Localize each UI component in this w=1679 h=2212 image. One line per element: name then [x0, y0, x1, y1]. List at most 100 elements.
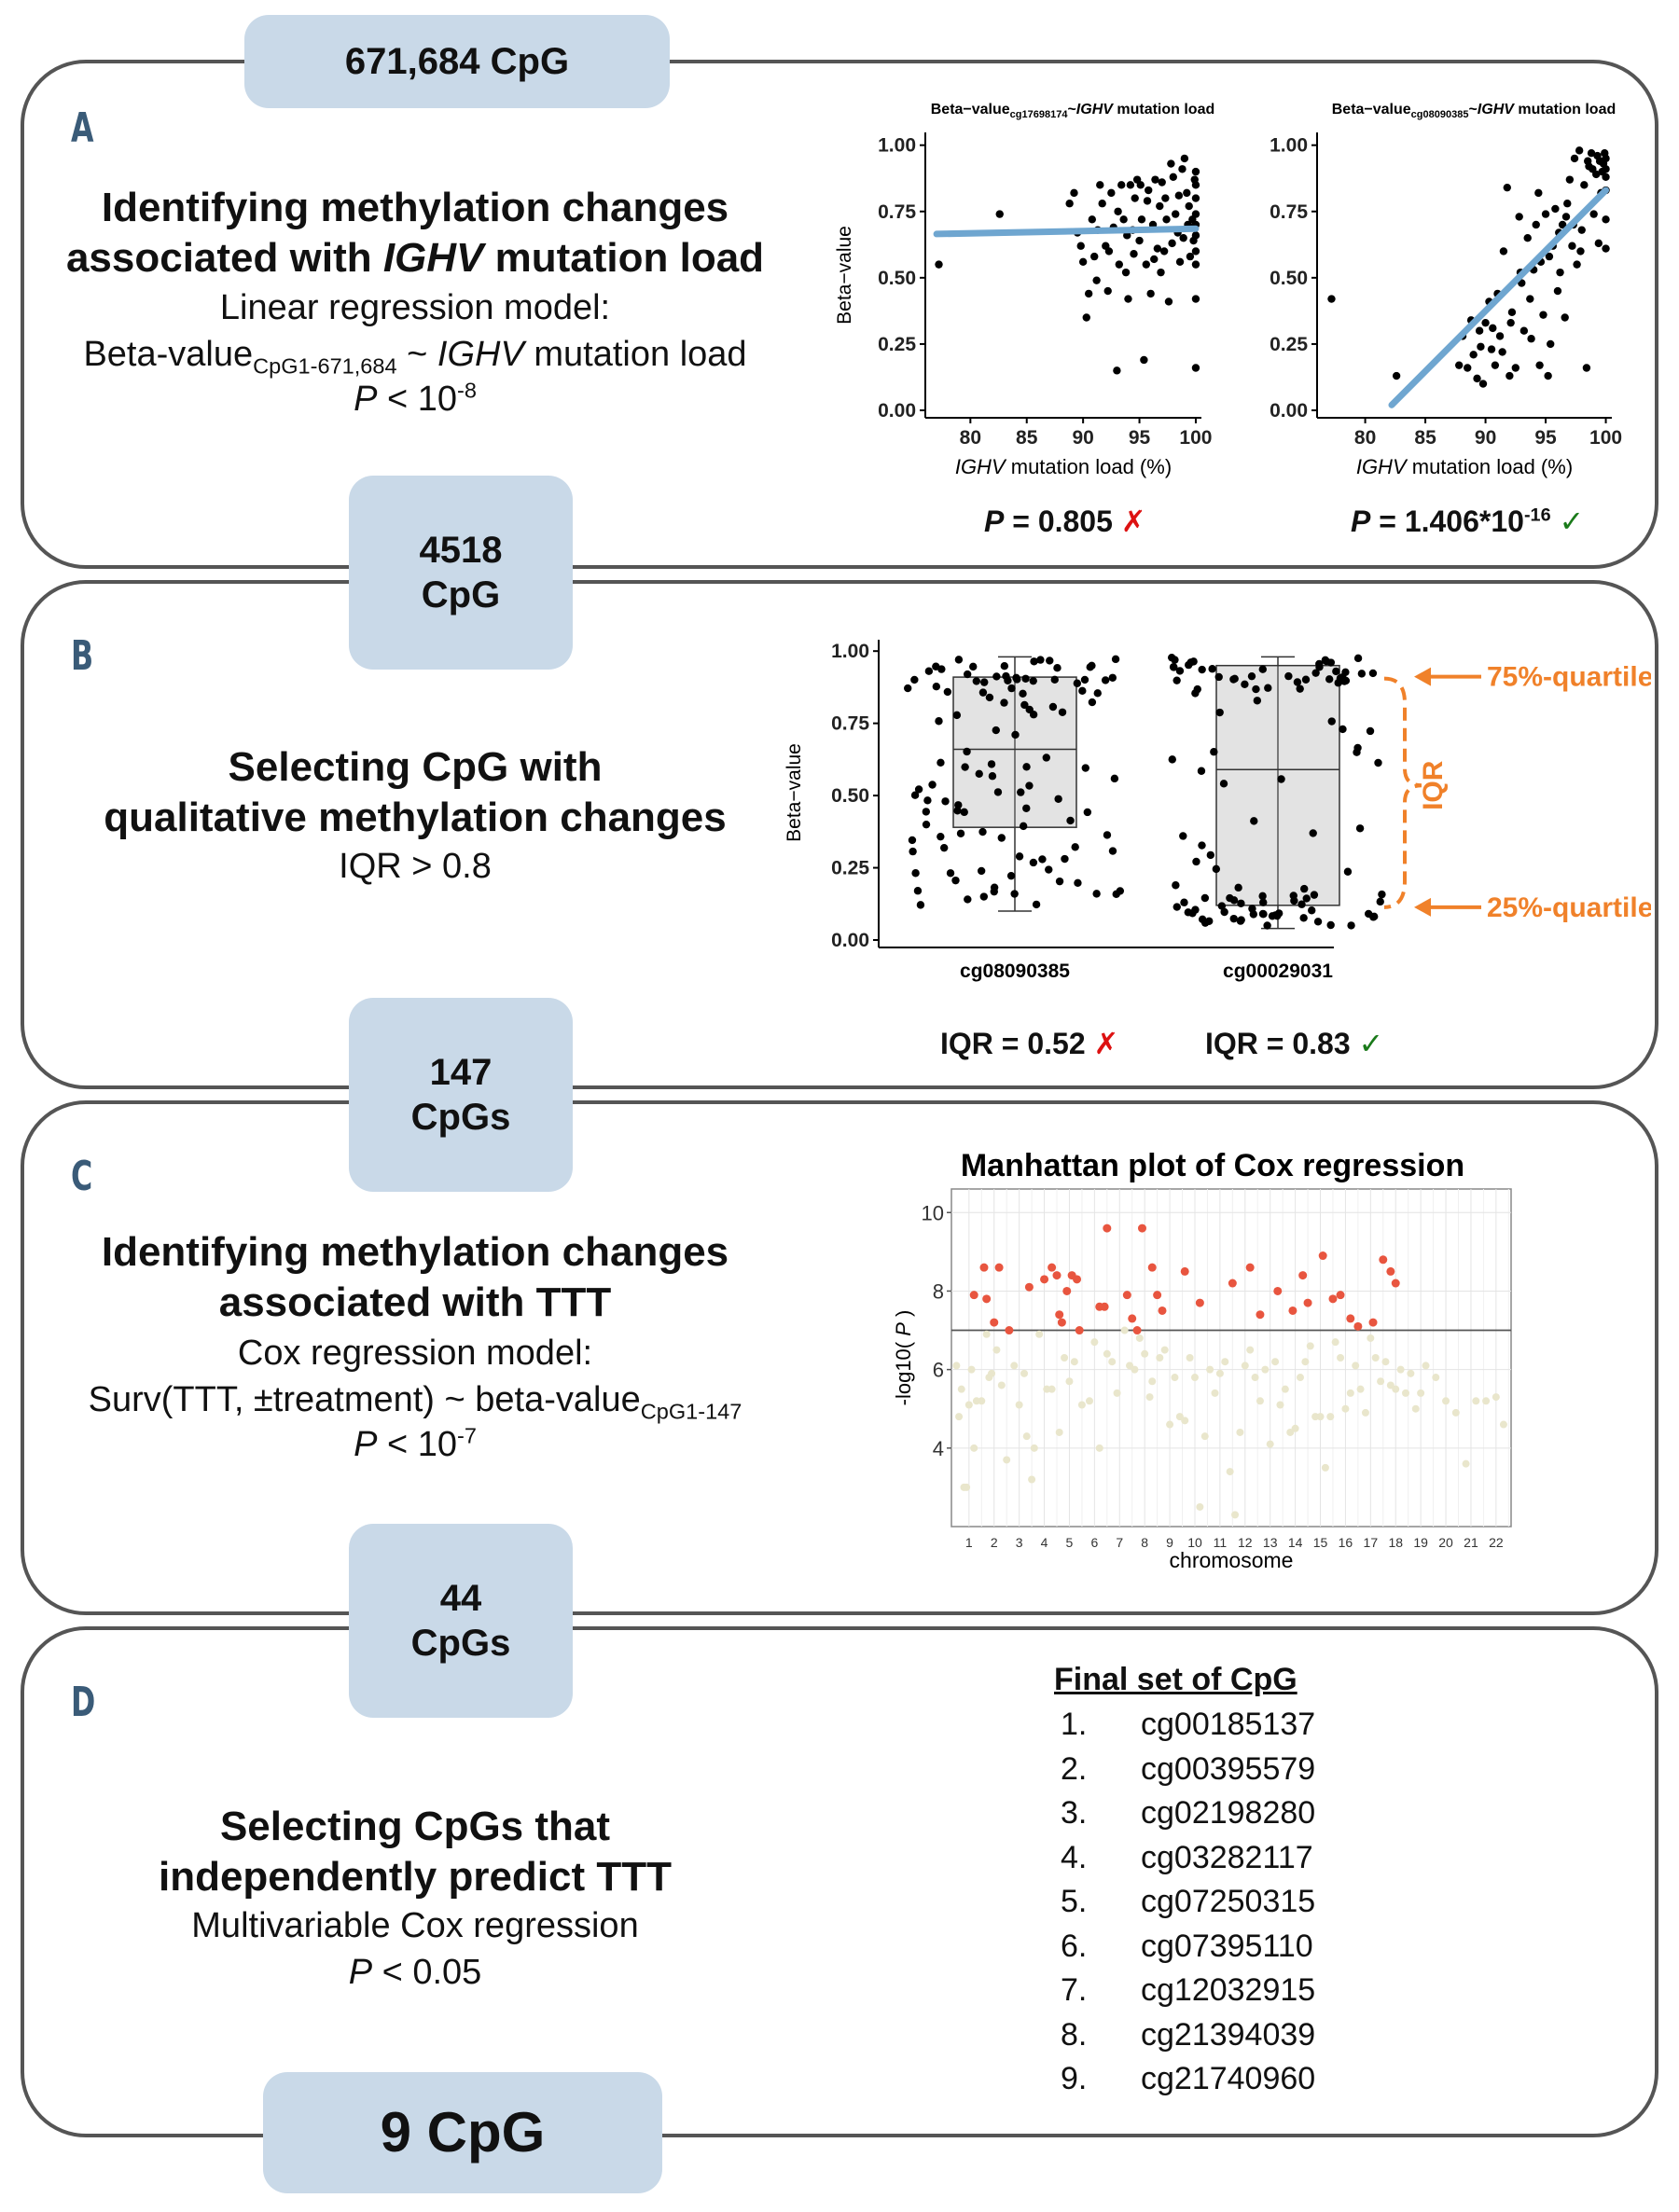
panel-d — [21, 1626, 1658, 2137]
list-item: 7. cg12032915 — [1061, 1969, 1315, 2013]
x-tick-label: 22 — [1489, 1535, 1504, 1550]
check-icon: ✓ — [1358, 1027, 1384, 1060]
title-end: mutation load — [1113, 102, 1214, 118]
cross-icon: ✗ — [1120, 505, 1146, 538]
data-point — [928, 781, 937, 789]
data-point — [1519, 326, 1529, 335]
threshold-text: < 10 — [377, 379, 457, 419]
final-cpg-list: 1. cg00185137 2. cg00395579 3. cg02198280 4. cg… — [1061, 1703, 1315, 2102]
data-point — [922, 820, 931, 829]
iqr-label: IQR — [1418, 760, 1449, 810]
data-point — [992, 726, 1000, 735]
title-line-2: qualitative methylation changes — [104, 794, 727, 840]
panel-b-title: Selecting CpG with qualitative methylati… — [28, 742, 802, 842]
data-point — [1539, 311, 1547, 319]
x-tick-label: 14 — [1288, 1535, 1303, 1550]
nonsignificant-point — [1321, 1463, 1329, 1472]
data-point — [1339, 672, 1347, 682]
data-point — [1315, 659, 1324, 669]
data-point — [1021, 674, 1030, 683]
data-point — [1121, 268, 1131, 277]
nonsignificant-point — [1392, 1385, 1400, 1393]
data-point — [1140, 355, 1148, 365]
data-point — [1284, 671, 1293, 681]
y-label-end: ) — [892, 1310, 915, 1322]
data-point — [1082, 313, 1090, 322]
title-tilde: ~ — [1468, 102, 1477, 118]
significant-point — [1137, 1224, 1146, 1233]
data-point — [1186, 658, 1195, 667]
data-point — [1593, 151, 1602, 160]
data-point — [1498, 348, 1506, 356]
significant-point — [1055, 1310, 1064, 1320]
formula-text: Beta-value — [83, 335, 254, 375]
nonsignificant-point — [1171, 1374, 1179, 1382]
data-point — [1237, 916, 1245, 924]
nonsignificant-point — [1108, 1358, 1117, 1366]
badge-line-1: 44 — [439, 1578, 482, 1619]
data-point — [1582, 364, 1591, 372]
significant-point — [1353, 1321, 1363, 1331]
nonsignificant-point — [1316, 1413, 1325, 1421]
nonsignificant-point — [1482, 1397, 1491, 1405]
data-point — [1150, 255, 1159, 264]
data-point — [1098, 200, 1106, 208]
data-point — [1071, 843, 1079, 851]
title-line-1: Identifying methylation changes — [101, 1229, 729, 1275]
data-point — [1086, 663, 1094, 671]
data-point — [1119, 215, 1128, 224]
data-point — [1137, 215, 1146, 224]
data-point — [1183, 188, 1191, 198]
badge-4518-cpg: 4518 CpG — [349, 476, 573, 670]
data-point — [1172, 881, 1180, 890]
data-point — [1107, 188, 1116, 198]
list-item-number: 6. — [1061, 1928, 1088, 1964]
list-item-cpg-id: cg12032915 — [1141, 1972, 1316, 2008]
nonsignificant-point — [1028, 1475, 1036, 1484]
data-point — [963, 747, 971, 756]
data-point — [975, 769, 983, 779]
nonsignificant-point — [982, 1330, 991, 1338]
nonsignificant-point — [1341, 1404, 1350, 1413]
title-line-2: independently predict TTT — [158, 1853, 673, 1900]
data-point — [1108, 673, 1117, 682]
data-point — [1602, 215, 1610, 224]
formula-end: mutation load — [523, 335, 747, 375]
data-point — [1048, 702, 1058, 712]
nonsignificant-point — [1181, 1417, 1189, 1425]
data-point — [1002, 671, 1010, 681]
badge-44-cpgs: 44 CpGs — [349, 1524, 573, 1718]
data-point — [1020, 700, 1029, 710]
data-point — [924, 667, 934, 675]
data-point — [969, 662, 978, 671]
data-point — [1547, 339, 1555, 349]
nonsignificant-point — [1231, 1511, 1240, 1519]
data-point — [1208, 665, 1216, 673]
data-point — [1515, 213, 1523, 221]
data-point — [1169, 173, 1177, 182]
x-tick-label: 7 — [1116, 1535, 1123, 1550]
x-tick-label: 19 — [1413, 1535, 1428, 1550]
data-point — [1226, 893, 1234, 903]
nonsignificant-point — [964, 1401, 973, 1409]
significant-point — [994, 1263, 1004, 1272]
data-point — [1093, 689, 1102, 698]
x-tick-label: 12 — [1238, 1535, 1253, 1550]
list-item-cpg-id: cg00185137 — [1141, 1707, 1316, 1742]
nonsignificant-point — [1432, 1374, 1440, 1382]
y-tick-label: 1.00 — [878, 135, 916, 157]
data-point — [1527, 335, 1535, 343]
list-item-cpg-id: cg21394039 — [1141, 2016, 1316, 2053]
result-value: = 1.406*10 — [1370, 505, 1524, 538]
check-icon: ✓ — [1559, 505, 1585, 538]
list-item-number: 7. — [1061, 1972, 1088, 2008]
nonsignificant-point — [1221, 1358, 1229, 1366]
data-point — [1589, 210, 1598, 218]
data-point — [1019, 822, 1028, 831]
nonsignificant-point — [1361, 1408, 1369, 1417]
data-point — [1058, 708, 1067, 716]
significant-point — [1075, 1326, 1084, 1335]
nonsignificant-point — [1211, 1389, 1219, 1397]
data-point — [1252, 684, 1260, 694]
